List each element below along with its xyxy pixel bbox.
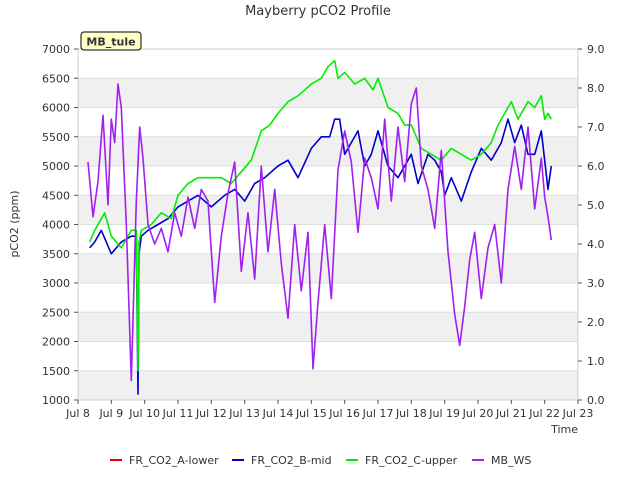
x-tick-label: Jul 15 [295,407,327,420]
y2-tick-label: 1.0 [587,355,605,368]
x-tick-label: Jul 19 [428,407,460,420]
x-axis-label: Time [550,423,578,436]
plot-band [78,195,578,225]
plot-band [78,370,578,400]
y-tick-label: 4500 [42,189,70,202]
y-tick-label: 5000 [42,160,70,173]
y-tick-label: 4000 [42,219,70,232]
legend-label: MB_WS [491,454,531,467]
y-tick-label: 3500 [42,248,70,261]
y2-tick-label: 3.0 [587,277,605,290]
x-tick-label: Jul 20 [462,407,494,420]
y-tick-label: 1000 [42,394,70,407]
y-tick-label: 2500 [42,306,70,319]
legend-label: FR_CO2_A-lower [129,454,219,467]
y-tick-label: 2000 [42,336,70,349]
x-tick-label: Jul 13 [228,407,260,420]
legend-label: FR_CO2_C-upper [365,454,458,467]
plot-band [78,136,578,166]
chart-title: Mayberry pCO2 Profile [245,4,391,19]
plot-band [78,312,578,342]
y-axis-label: pCO2 (ppm) [8,190,21,257]
y-tick-label: 6500 [42,72,70,85]
y-axis-right: 0.0 1.0 2.0 3.0 4.0 5.0 6.0 7.0 8.0 9.0 [578,43,605,407]
y2-tick-label: 8.0 [587,82,605,95]
x-tick-label: Jul 22 [528,407,560,420]
x-tick-label: Jul 16 [328,407,360,420]
y-tick-label: 5500 [42,131,70,144]
series-line-fr-co2-b-mid [89,118,553,395]
y-tick-label: 7000 [42,43,70,56]
x-tick-label: Jul 21 [495,407,527,420]
x-tick-label: Jul 18 [395,407,427,420]
plot-background-bands [78,78,578,400]
x-tick-label: Jul 23 [562,407,594,420]
y2-tick-label: 4.0 [587,238,605,251]
y-tick-label: 1500 [42,365,70,378]
y2-tick-label: 0.0 [587,394,605,407]
x-tick-label: Jul 11 [162,407,194,420]
y-tick-label: 6000 [42,102,70,115]
y2-tick-label: 7.0 [587,121,605,134]
x-tick-label: Jul 10 [128,407,160,420]
legend: FR_CO2_A-lower FR_CO2_B-mid FR_CO2_C-upper… [110,454,531,467]
series-line-fr-co2-c-upper [88,59,552,372]
plot-band [78,78,578,108]
series-line-mb-ws [87,83,553,382]
legend-label: FR_CO2_B-mid [251,454,332,467]
x-tick-label: Jul 14 [262,407,294,420]
y-tick-label: 3000 [42,277,70,290]
site-label: MB_tule [86,36,135,49]
y2-tick-label: 6.0 [587,160,605,173]
series-layer [87,59,553,395]
x-axis: Jul 8 Jul 9 Jul 10 Jul 11 Jul 12 Jul 13 Jul 14… [65,400,593,420]
x-tick-label: Jul 17 [362,407,394,420]
x-tick-label: Jul 9 [98,407,123,420]
x-tick-label: Jul 12 [195,407,227,420]
y2-tick-label: 5.0 [587,199,605,212]
y2-tick-label: 2.0 [587,316,605,329]
x-tick-label: Jul 8 [65,407,90,420]
y2-tick-label: 9.0 [587,43,605,56]
site-label-box: MB_tule [80,31,142,51]
y-axis-left: 1000 1500 2000 2500 3000 3500 4000 4500 5000 5500… [42,43,78,407]
